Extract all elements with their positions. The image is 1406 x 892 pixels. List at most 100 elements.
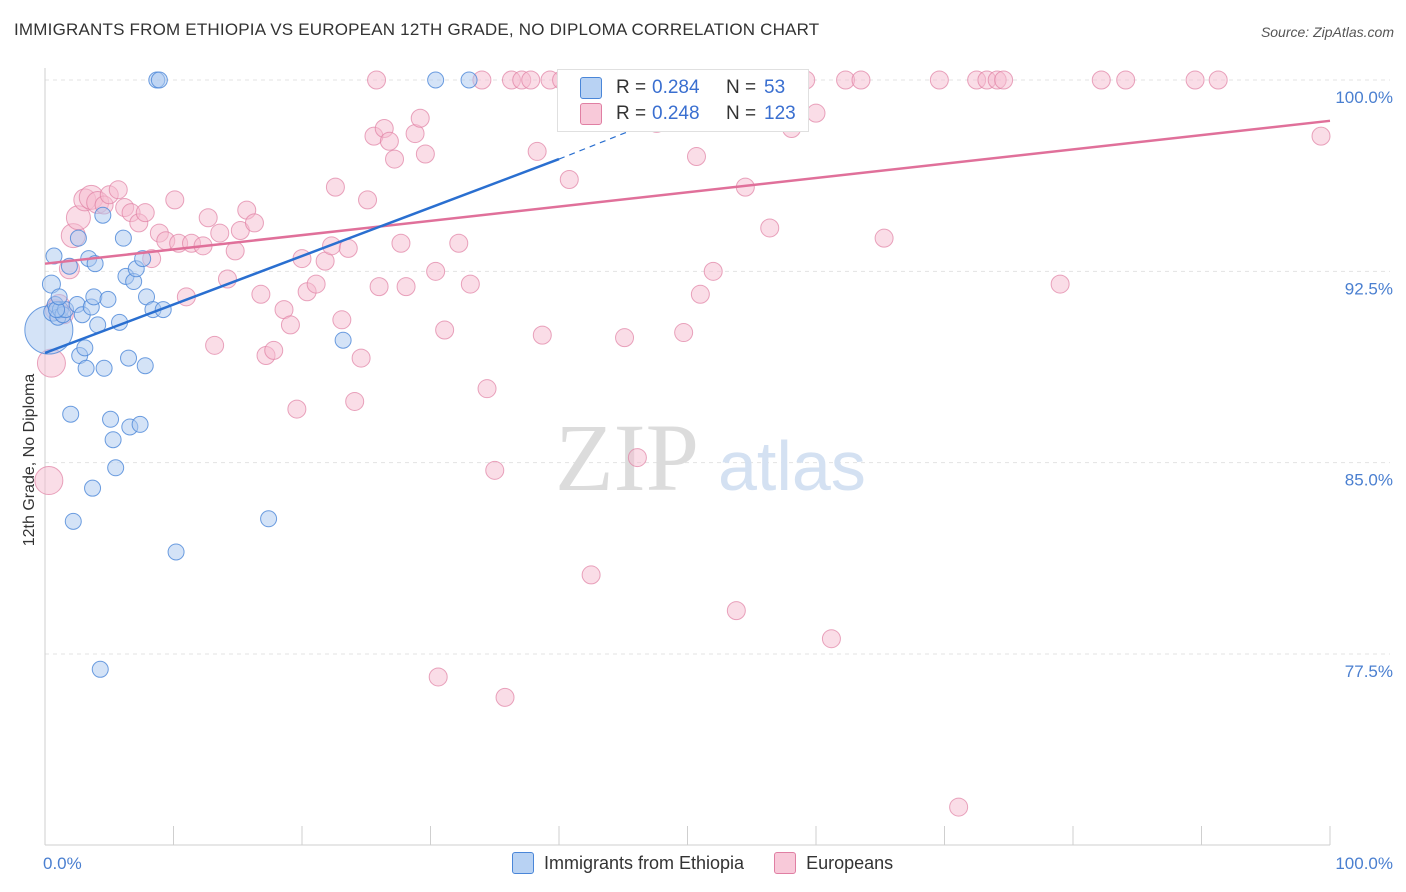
europeans-point xyxy=(351,348,371,368)
europeans-point xyxy=(325,177,345,197)
europeans-point xyxy=(806,103,826,123)
legend-label-europeans: Europeans xyxy=(806,852,894,873)
chart-title: IMMIGRANTS FROM ETHIOPIA VS EUROPEAN 12T… xyxy=(14,20,820,39)
axes xyxy=(44,68,1331,846)
ethiopia-point xyxy=(427,71,445,89)
grid-lines xyxy=(45,79,1390,655)
europeans-point xyxy=(428,667,448,687)
r-value-ethiopia: 0.284 xyxy=(652,77,700,98)
ethiopia-point xyxy=(62,405,80,423)
ethiopia-point xyxy=(136,357,154,375)
europeans-point xyxy=(410,108,430,128)
europeans-point xyxy=(251,284,271,304)
europeans-point xyxy=(1185,70,1205,90)
europeans-point xyxy=(674,323,694,343)
europeans-point xyxy=(379,131,399,151)
ethiopia-point xyxy=(167,543,185,561)
europeans-point xyxy=(532,325,552,345)
ethiopia-point xyxy=(107,459,125,477)
europeans-point xyxy=(264,340,284,360)
ethiopia-point xyxy=(134,250,152,268)
ethiopia-point xyxy=(95,359,113,377)
y-axis-label: 12th Grade, No Diploma xyxy=(21,374,38,547)
europeans-point xyxy=(426,261,446,281)
europeans-point xyxy=(949,797,969,817)
watermark: ZIP atlas xyxy=(555,404,866,511)
ethiopia-point xyxy=(260,510,278,528)
europeans-point xyxy=(559,169,579,189)
europeans-point xyxy=(225,241,245,261)
europeans-point xyxy=(821,629,841,649)
ethiopia-point xyxy=(45,247,63,265)
europeans-point xyxy=(1091,70,1111,90)
europeans-point xyxy=(358,190,378,210)
y-tick-label: 85.0% xyxy=(1345,471,1393,490)
ethiopia-point xyxy=(120,349,138,367)
europeans-point xyxy=(726,601,746,621)
europeans-point xyxy=(345,391,365,411)
europeans-point xyxy=(135,203,155,223)
legend-swatch-ethiopia xyxy=(512,852,534,874)
n-value-europeans: 123 xyxy=(764,103,796,124)
ethiopia-point xyxy=(41,274,61,294)
europeans-point xyxy=(477,379,497,399)
europeans-point xyxy=(874,228,894,248)
europeans-point xyxy=(198,208,218,228)
europeans-point xyxy=(435,320,455,340)
y-tick-label: 92.5% xyxy=(1345,279,1393,298)
europeans-point xyxy=(1208,70,1228,90)
europeans-point xyxy=(34,466,64,496)
ethiopia-point xyxy=(460,71,478,89)
ethiopia-point xyxy=(102,410,120,428)
europeans-point xyxy=(851,70,871,90)
stats-legend: R = 0.284 N = 53 R = 0.248 N = 123 xyxy=(557,69,809,132)
ethiopia-point xyxy=(104,431,122,449)
europeans-point xyxy=(415,144,435,164)
europeans-point xyxy=(385,149,405,169)
europeans-point xyxy=(210,223,230,243)
ethiopia-point xyxy=(150,71,168,89)
europeans-point xyxy=(332,310,352,330)
ethiopia-point xyxy=(69,229,87,247)
europeans-point xyxy=(449,233,469,253)
legend-swatch-europeans xyxy=(774,852,797,874)
europeans-point xyxy=(615,328,635,348)
source-label: Source: ZipAtlas.com xyxy=(1260,24,1394,40)
ethiopia-trend-line xyxy=(44,157,560,355)
europeans-point xyxy=(690,284,710,304)
europeans-point xyxy=(929,70,949,90)
ethiopia-point xyxy=(76,339,94,357)
europeans-point xyxy=(527,141,547,161)
legend-item-europeans: Europeans xyxy=(774,852,893,874)
europeans-point xyxy=(369,277,389,297)
europeans-point xyxy=(287,399,307,419)
ethiopia-point xyxy=(77,359,95,377)
tick-labels: 77.5% 85.0% 92.5% 100.0% 0.0% 100.0% xyxy=(43,88,1393,873)
europeans-point xyxy=(306,274,326,294)
europeans-point xyxy=(1050,274,1070,294)
ethiopia-point xyxy=(114,229,132,247)
europeans-point xyxy=(460,274,480,294)
europeans-point xyxy=(1311,126,1331,146)
europeans-point xyxy=(581,565,601,585)
ethiopia-point xyxy=(99,290,117,308)
y-tick-label: 100.0% xyxy=(1335,88,1393,107)
n-value-ethiopia: 53 xyxy=(764,77,786,98)
europeans-point xyxy=(367,70,387,90)
ethiopia-point xyxy=(91,660,109,678)
r-label: R = xyxy=(616,77,647,98)
europeans-point xyxy=(994,70,1014,90)
x-tick-label-min: 0.0% xyxy=(43,854,82,873)
europeans-trend-line xyxy=(44,119,1331,265)
europeans-point xyxy=(495,687,515,707)
europeans-point xyxy=(280,315,300,335)
x-tick-label-max: 100.0% xyxy=(1335,854,1393,873)
n-label: N = xyxy=(726,77,757,98)
ethiopia-point xyxy=(334,331,352,349)
europeans-point xyxy=(108,180,128,200)
ethiopia-point xyxy=(84,479,102,497)
europeans-point xyxy=(205,335,225,355)
ethiopia-point xyxy=(50,288,68,306)
europeans-point xyxy=(396,277,416,297)
